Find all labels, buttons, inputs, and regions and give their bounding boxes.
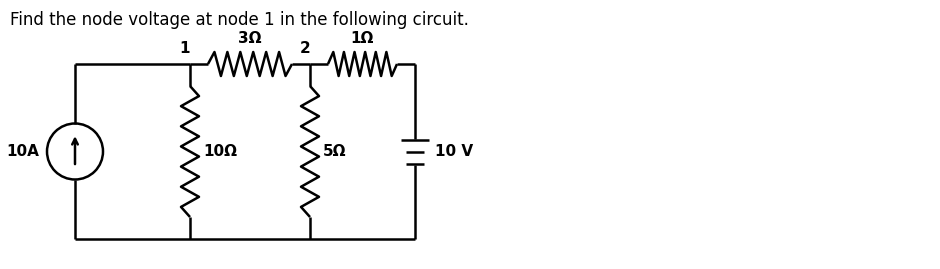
Text: 2: 2 (300, 41, 310, 56)
Text: 10Ω: 10Ω (203, 144, 237, 159)
Text: 3Ω: 3Ω (238, 31, 261, 46)
Text: 10A: 10A (7, 144, 39, 159)
Text: Find the node voltage at node 1 in the following circuit.: Find the node voltage at node 1 in the f… (10, 11, 469, 29)
Text: 1: 1 (180, 41, 190, 56)
Text: 5Ω: 5Ω (323, 144, 347, 159)
Text: 1Ω: 1Ω (351, 31, 374, 46)
Text: 10 V: 10 V (435, 144, 473, 159)
